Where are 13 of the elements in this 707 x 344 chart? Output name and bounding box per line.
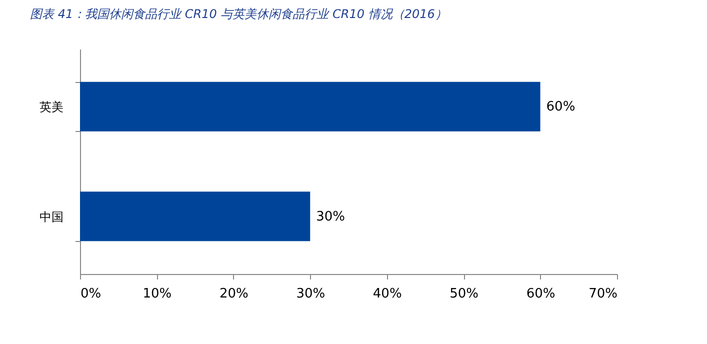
y-tick-label: 中国 xyxy=(40,210,64,224)
x-tick-label: 70% xyxy=(588,286,618,302)
x-tick-label: 30% xyxy=(296,286,326,302)
x-tick-label: 0% xyxy=(80,286,102,302)
x-tick-label: 40% xyxy=(372,286,402,302)
y-tick-label: 英美 xyxy=(40,100,64,114)
x-tick-label: 10% xyxy=(142,286,172,302)
x-tick-label: 20% xyxy=(219,286,248,302)
x-tick-label: 50% xyxy=(450,286,479,302)
chart-title: 图表 41：我国休闲食品行业 CR10 与英美休闲食品行业 CR10 情况（2016） xyxy=(30,7,447,21)
data-label: 60% xyxy=(546,100,576,115)
data-label: 30% xyxy=(316,209,346,224)
x-tick-label: 60% xyxy=(526,286,556,302)
